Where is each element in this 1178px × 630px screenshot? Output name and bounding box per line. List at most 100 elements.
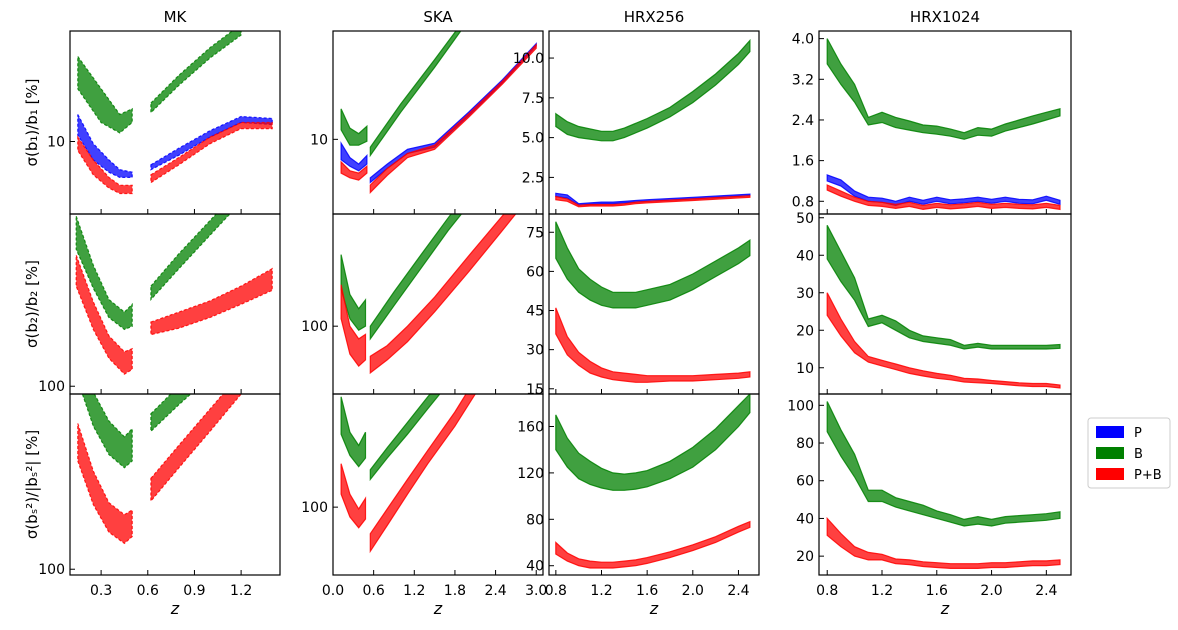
y-tick-label: 100 <box>787 398 814 414</box>
panel-r0-c1-bands <box>340 31 537 194</box>
band-b-segment-1 <box>369 214 463 341</box>
band-b-segment-0 <box>826 38 1061 140</box>
band-p-segment-0 <box>340 141 368 172</box>
y-tick-label: 45 <box>526 304 544 320</box>
panel-r2-c0-bands <box>77 394 242 545</box>
band-b-segment-0 <box>555 38 751 142</box>
band-pplus-b-segment-1 <box>150 267 273 336</box>
legend-label-pplus-b: P+B <box>1134 468 1162 483</box>
panel-r2-c1: 100 0.0 0.6 1.2 1.8 2.4 3.0 <box>301 393 547 599</box>
y-tick-label: 120 <box>517 466 544 482</box>
y-tick-label: 100 <box>301 500 328 516</box>
band-b-segment-0 <box>75 216 133 331</box>
band-b-segment-0 <box>826 225 1061 350</box>
band-pplus-b-segment-0 <box>826 292 1061 389</box>
band-b-segment-1 <box>369 31 462 158</box>
x-tick-label: 0.9 <box>183 583 205 599</box>
panel-r0-c3-bands <box>826 38 1061 211</box>
panel-r2-c3-frame <box>818 393 1072 576</box>
x-tick-label: 3.0 <box>525 583 547 599</box>
x-tick-label: 2.4 <box>484 583 506 599</box>
panel-r1-c0: 100 <box>38 213 281 395</box>
band-b-segment-0 <box>826 401 1061 527</box>
y-tick-label: 4.0 <box>792 32 814 48</box>
band-pplus-b-segment-1 <box>369 394 476 554</box>
band-pplus-b-segment-0 <box>555 195 751 208</box>
panel-r1-c0-bands <box>75 214 273 375</box>
panel-r2-c0-frame <box>69 393 281 576</box>
band-p-segment-1 <box>150 115 273 171</box>
x-axis-label: z <box>940 599 950 618</box>
x-tick-label: 1.6 <box>926 583 948 599</box>
y-tick-label: 15 <box>526 382 544 398</box>
x-tick-label: 0.8 <box>816 583 838 599</box>
band-pplus-b-segment-0 <box>340 284 367 367</box>
band-b-segment-0 <box>81 394 133 469</box>
y-tick-label: 20 <box>796 549 814 565</box>
band-b-segment-0 <box>555 394 751 491</box>
x-tick-label: 1.2 <box>230 583 252 599</box>
band-pplus-b-segment-0 <box>826 184 1061 211</box>
panel-r0-c2: 2.5 5.0 7.5 10.0 <box>513 30 760 215</box>
y-tick-label: 60 <box>796 474 814 490</box>
band-pplus-b-segment-1 <box>150 394 242 503</box>
band-pplus-b-segment-0 <box>340 463 367 529</box>
x-tick-label: 1.2 <box>403 583 425 599</box>
y-tick-label: 40 <box>796 511 814 527</box>
panel-r2-c2-bands <box>555 394 751 569</box>
x-tick-label: 0.3 <box>90 583 112 599</box>
band-b-segment-1 <box>150 394 192 433</box>
y-tick-label: 75 <box>526 225 544 241</box>
panel-r0-c0: 10 <box>47 30 281 215</box>
y-tick-label: 100 <box>301 319 328 335</box>
panel-r1-c2: 15 30 45 60 75 <box>526 213 760 398</box>
panel-r1-c1: 100 <box>301 213 544 395</box>
y-tick-label: 40 <box>526 559 544 575</box>
x-tick-label: 0.8 <box>545 583 567 599</box>
x-tick-label: 1.2 <box>871 583 893 599</box>
band-pplus-b-segment-1 <box>369 43 537 194</box>
panel-r1-c2-bands <box>555 221 751 383</box>
panel-r1-c3: 10 20 30 40 50 <box>796 211 1072 395</box>
y-tick-label: 20 <box>796 323 814 339</box>
y-axis-label: σ(b₁)/b₁ [%] <box>23 78 41 166</box>
legend-swatch-b <box>1096 447 1124 459</box>
legend-label-b: B <box>1134 447 1143 462</box>
x-axis-label: z <box>433 599 443 618</box>
y-tick-label: 80 <box>796 436 814 452</box>
y-tick-label: 2.5 <box>522 170 544 186</box>
y-tick-label: 30 <box>526 343 544 359</box>
band-b-segment-1 <box>150 214 231 302</box>
column-title: HRX1024 <box>910 8 980 26</box>
band-b-segment-0 <box>340 108 368 146</box>
y-tick-label: 5.0 <box>522 131 544 147</box>
x-tick-label: 1.2 <box>590 583 612 599</box>
column-title: HRX256 <box>624 8 685 26</box>
x-tick-label: 0.6 <box>137 583 159 599</box>
x-tick-label: 0.6 <box>363 583 385 599</box>
band-pplus-b-segment-0 <box>77 423 133 545</box>
y-tick-label: 160 <box>517 419 544 435</box>
y-tick-label: 30 <box>796 286 814 302</box>
y-tick-label: 40 <box>796 248 814 264</box>
y-tick-label: 10.0 <box>513 51 544 67</box>
panel-r2-c2: 40 80 120 160 0.8 1.2 1.6 2.0 2.4 <box>517 393 760 599</box>
y-tick-label: 60 <box>526 264 544 280</box>
x-axis-label: z <box>170 599 180 618</box>
x-tick-label: 2.4 <box>727 583 749 599</box>
x-tick-label: 1.8 <box>444 583 466 599</box>
y-tick-label: 10 <box>310 132 328 148</box>
x-tick-label: 0.0 <box>322 583 344 599</box>
legend-swatch-pplus-b <box>1096 468 1124 480</box>
y-tick-label: 80 <box>526 512 544 528</box>
y-axis-label: σ(b₂)/b₂ [%] <box>23 260 41 348</box>
x-tick-label: 2.0 <box>682 583 704 599</box>
y-tick-label: 50 <box>796 211 814 227</box>
column-title: MK <box>164 8 188 26</box>
panel-r1-c1-bands <box>340 214 517 375</box>
band-b-segment-0 <box>555 221 751 309</box>
band-pplus-b-segment-0 <box>826 516 1061 569</box>
legend: PB P+B <box>1087 417 1171 489</box>
band-pplus-b-segment-1 <box>150 121 273 184</box>
